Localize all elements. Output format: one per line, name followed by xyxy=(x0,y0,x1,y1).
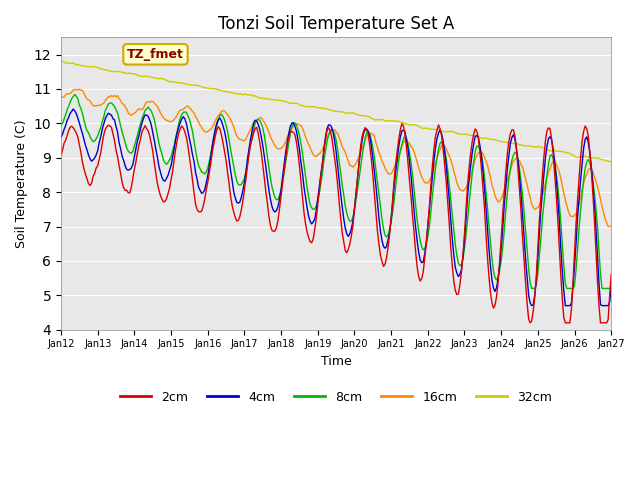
Y-axis label: Soil Temperature (C): Soil Temperature (C) xyxy=(15,119,28,248)
Legend: 2cm, 4cm, 8cm, 16cm, 32cm: 2cm, 4cm, 8cm, 16cm, 32cm xyxy=(115,385,557,408)
Text: TZ_fmet: TZ_fmet xyxy=(127,48,184,61)
X-axis label: Time: Time xyxy=(321,355,351,368)
Title: Tonzi Soil Temperature Set A: Tonzi Soil Temperature Set A xyxy=(218,15,454,33)
